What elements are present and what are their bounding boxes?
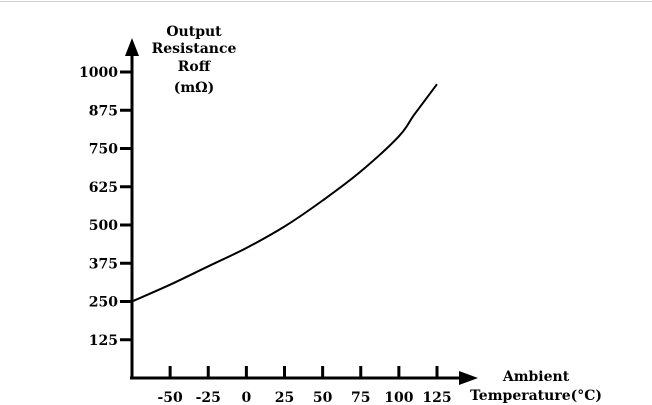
x-tick-label: -25	[196, 390, 221, 405]
y-tick-label: 1000	[79, 65, 118, 81]
x-tick-label: -50	[157, 390, 183, 405]
y-axis-title-line: Resistance	[152, 41, 237, 57]
axes	[125, 38, 478, 385]
x-axis-title-line: Temperature(°C)	[470, 388, 602, 404]
x-tick-label: 0	[242, 390, 252, 405]
y-tick-label: 250	[89, 295, 118, 311]
y-axis-arrowhead	[125, 38, 139, 56]
y-tick-label: 750	[89, 142, 118, 158]
y-tick-label: 125	[89, 333, 118, 349]
tick-marks-layer	[120, 70, 439, 379]
y-axis-title-line: Roff	[178, 59, 212, 75]
y-tick-label: 500	[89, 218, 118, 234]
y-axis-title: Output Resistance Roff (mΩ)	[152, 24, 237, 96]
x-axis-title-line: Ambient	[502, 369, 570, 385]
y-tick-label: 625	[89, 180, 118, 196]
y-axis-title-line: (mΩ)	[174, 80, 215, 96]
tick-labels-layer: 125 250 375 500 625 750 875 1000 -50 -25 0 25 50 75 10…	[79, 65, 452, 405]
y-axis-title-line: Output	[166, 24, 222, 40]
x-tick-label: 125	[422, 390, 451, 405]
x-axis-arrowhead	[459, 371, 478, 385]
series-layer	[131, 83, 438, 303]
x-tick-label: 75	[351, 390, 370, 405]
y-tick-label: 375	[89, 256, 118, 272]
x-axis-title: Ambient Temperature(°C)	[470, 369, 602, 404]
x-tick-label: 50	[313, 390, 333, 405]
y-tick-label: 875	[89, 103, 118, 119]
series-line-0	[131, 83, 438, 303]
x-tick-label: 100	[384, 390, 413, 405]
x-tick-label: 25	[275, 390, 294, 405]
